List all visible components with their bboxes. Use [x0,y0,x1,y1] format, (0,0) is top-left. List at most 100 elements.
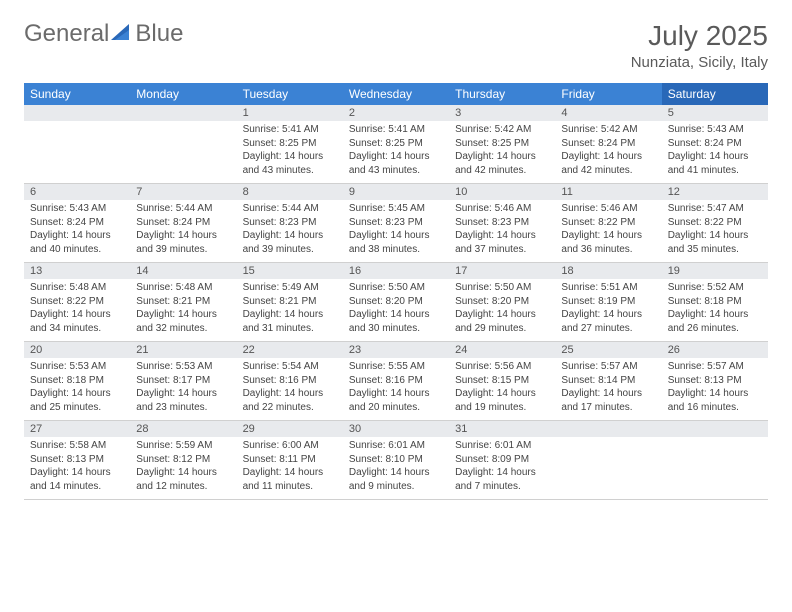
sunset-text: Sunset: 8:19 PM [561,295,655,309]
day-cell [130,105,236,184]
title-block: July 2025 Nunziata, Sicily, Italy [631,20,768,71]
day-content: Sunrise: 6:01 AMSunset: 8:09 PMDaylight:… [449,437,555,499]
location-text: Nunziata, Sicily, Italy [631,54,768,71]
sunrise-text: Sunrise: 5:53 AM [30,360,124,374]
daylight-text: Daylight: 14 hours and 17 minutes. [561,387,655,414]
sunrise-text: Sunrise: 5:57 AM [668,360,762,374]
day-cell: 21Sunrise: 5:53 AMSunset: 8:17 PMDayligh… [130,342,236,421]
daylight-text: Daylight: 14 hours and 26 minutes. [668,308,762,335]
day-content: Sunrise: 5:52 AMSunset: 8:18 PMDaylight:… [662,279,768,341]
sunset-text: Sunset: 8:18 PM [668,295,762,309]
day-content: Sunrise: 6:00 AMSunset: 8:11 PMDaylight:… [237,437,343,499]
day-content: Sunrise: 5:53 AMSunset: 8:17 PMDaylight:… [130,358,236,420]
sunrise-text: Sunrise: 5:56 AM [455,360,549,374]
sunset-text: Sunset: 8:23 PM [243,216,337,230]
daylight-text: Daylight: 14 hours and 43 minutes. [349,150,443,177]
calendar-table: Sunday Monday Tuesday Wednesday Thursday… [24,83,768,500]
daylight-text: Daylight: 14 hours and 25 minutes. [30,387,124,414]
day-content: Sunrise: 5:57 AMSunset: 8:14 PMDaylight:… [555,358,661,420]
day-content: Sunrise: 5:56 AMSunset: 8:15 PMDaylight:… [449,358,555,420]
day-content: Sunrise: 5:53 AMSunset: 8:18 PMDaylight:… [24,358,130,420]
day-number: 1 [237,105,343,121]
day-content: Sunrise: 5:43 AMSunset: 8:24 PMDaylight:… [24,200,130,262]
day-cell: 8Sunrise: 5:44 AMSunset: 8:23 PMDaylight… [237,184,343,263]
day-number: 6 [24,184,130,200]
sunrise-text: Sunrise: 5:50 AM [349,281,443,295]
daylight-text: Daylight: 14 hours and 35 minutes. [668,229,762,256]
day-content [555,437,661,495]
sunrise-text: Sunrise: 5:57 AM [561,360,655,374]
logo-text-1: General [24,20,109,48]
sunset-text: Sunset: 8:16 PM [349,374,443,388]
sunset-text: Sunset: 8:24 PM [136,216,230,230]
sunrise-text: Sunrise: 5:50 AM [455,281,549,295]
sunrise-text: Sunrise: 5:52 AM [668,281,762,295]
day-cell: 24Sunrise: 5:56 AMSunset: 8:15 PMDayligh… [449,342,555,421]
daylight-text: Daylight: 14 hours and 19 minutes. [455,387,549,414]
day-content: Sunrise: 6:01 AMSunset: 8:10 PMDaylight:… [343,437,449,499]
logo-sail-icon [111,22,133,47]
day-number: 28 [130,421,236,437]
day-cell: 1Sunrise: 5:41 AMSunset: 8:25 PMDaylight… [237,105,343,184]
sunset-text: Sunset: 8:22 PM [668,216,762,230]
sunrise-text: Sunrise: 5:44 AM [136,202,230,216]
day-number [662,421,768,437]
daylight-text: Daylight: 14 hours and 7 minutes. [455,466,549,493]
day-cell: 17Sunrise: 5:50 AMSunset: 8:20 PMDayligh… [449,263,555,342]
sunrise-text: Sunrise: 5:49 AM [243,281,337,295]
day-number: 30 [343,421,449,437]
day-cell: 5Sunrise: 5:43 AMSunset: 8:24 PMDaylight… [662,105,768,184]
day-content: Sunrise: 5:54 AMSunset: 8:16 PMDaylight:… [237,358,343,420]
sunset-text: Sunset: 8:20 PM [349,295,443,309]
day-content: Sunrise: 5:51 AMSunset: 8:19 PMDaylight:… [555,279,661,341]
day-number: 5 [662,105,768,121]
calendar-week-row: 1Sunrise: 5:41 AMSunset: 8:25 PMDaylight… [24,105,768,184]
sunset-text: Sunset: 8:13 PM [668,374,762,388]
daylight-text: Daylight: 14 hours and 27 minutes. [561,308,655,335]
daylight-text: Daylight: 14 hours and 40 minutes. [30,229,124,256]
daylight-text: Daylight: 14 hours and 32 minutes. [136,308,230,335]
page-title: July 2025 [631,20,768,52]
day-content: Sunrise: 5:48 AMSunset: 8:21 PMDaylight:… [130,279,236,341]
day-content: Sunrise: 5:41 AMSunset: 8:25 PMDaylight:… [343,121,449,183]
daylight-text: Daylight: 14 hours and 11 minutes. [243,466,337,493]
daylight-text: Daylight: 14 hours and 30 minutes. [349,308,443,335]
sunset-text: Sunset: 8:15 PM [455,374,549,388]
daylight-text: Daylight: 14 hours and 20 minutes. [349,387,443,414]
sunrise-text: Sunrise: 5:42 AM [455,123,549,137]
day-content: Sunrise: 5:44 AMSunset: 8:23 PMDaylight:… [237,200,343,262]
day-cell: 13Sunrise: 5:48 AMSunset: 8:22 PMDayligh… [24,263,130,342]
sunset-text: Sunset: 8:11 PM [243,453,337,467]
day-cell: 3Sunrise: 5:42 AMSunset: 8:25 PMDaylight… [449,105,555,184]
day-cell: 7Sunrise: 5:44 AMSunset: 8:24 PMDaylight… [130,184,236,263]
daylight-text: Daylight: 14 hours and 41 minutes. [668,150,762,177]
sunset-text: Sunset: 8:17 PM [136,374,230,388]
day-header-fri: Friday [555,83,661,105]
sunset-text: Sunset: 8:09 PM [455,453,549,467]
sunset-text: Sunset: 8:21 PM [243,295,337,309]
sunrise-text: Sunrise: 5:48 AM [136,281,230,295]
day-cell: 31Sunrise: 6:01 AMSunset: 8:09 PMDayligh… [449,421,555,500]
sunrise-text: Sunrise: 5:48 AM [30,281,124,295]
day-content [662,437,768,495]
calendar-week-row: 13Sunrise: 5:48 AMSunset: 8:22 PMDayligh… [24,263,768,342]
sunrise-text: Sunrise: 5:44 AM [243,202,337,216]
day-cell: 22Sunrise: 5:54 AMSunset: 8:16 PMDayligh… [237,342,343,421]
day-header-tue: Tuesday [237,83,343,105]
sunset-text: Sunset: 8:22 PM [30,295,124,309]
sunset-text: Sunset: 8:22 PM [561,216,655,230]
day-cell [24,105,130,184]
day-cell: 30Sunrise: 6:01 AMSunset: 8:10 PMDayligh… [343,421,449,500]
sunset-text: Sunset: 8:25 PM [455,137,549,151]
sunrise-text: Sunrise: 5:54 AM [243,360,337,374]
day-content: Sunrise: 5:41 AMSunset: 8:25 PMDaylight:… [237,121,343,183]
day-content: Sunrise: 5:57 AMSunset: 8:13 PMDaylight:… [662,358,768,420]
day-header-wed: Wednesday [343,83,449,105]
day-number: 2 [343,105,449,121]
daylight-text: Daylight: 14 hours and 37 minutes. [455,229,549,256]
day-number: 8 [237,184,343,200]
sunrise-text: Sunrise: 5:51 AM [561,281,655,295]
day-number: 23 [343,342,449,358]
day-cell: 26Sunrise: 5:57 AMSunset: 8:13 PMDayligh… [662,342,768,421]
day-number: 26 [662,342,768,358]
